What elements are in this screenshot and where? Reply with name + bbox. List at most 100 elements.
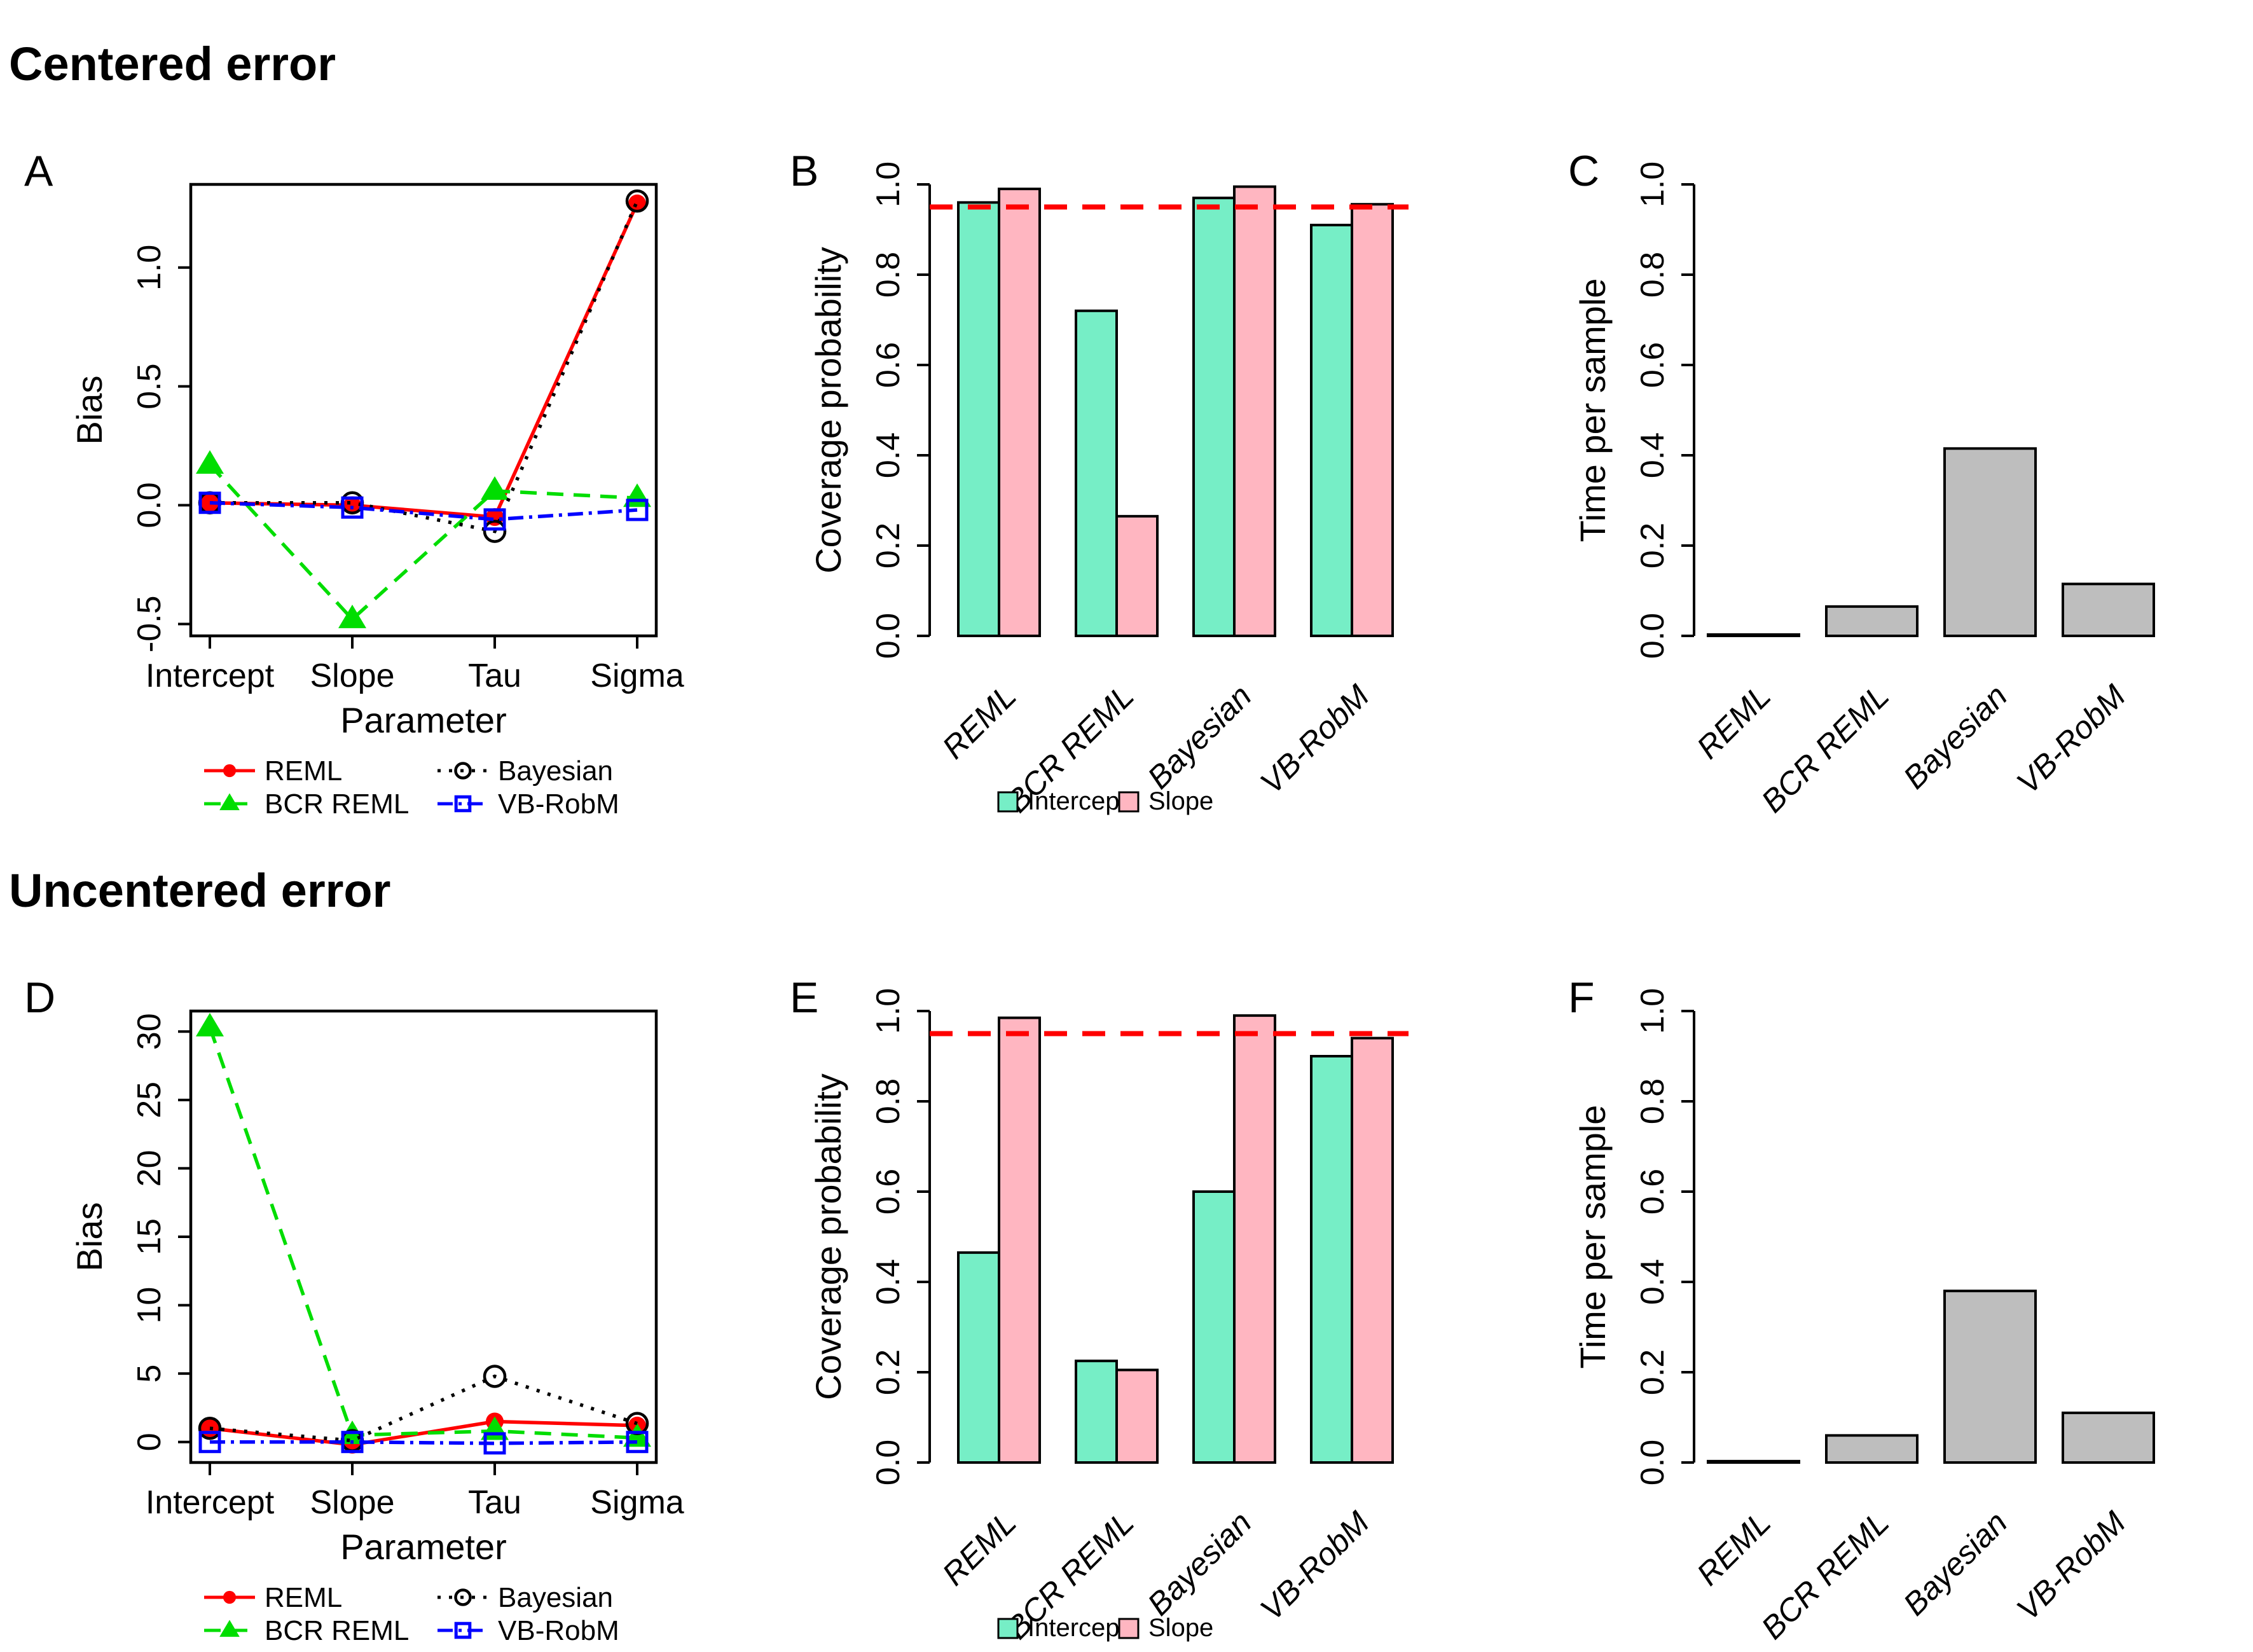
series-BCR-REML [196, 450, 651, 628]
y-tick-label: 1.0 [1634, 988, 1671, 1034]
marker-open-square [483, 508, 506, 531]
y-tick-label: 0.0 [870, 1440, 907, 1485]
marker-open-square [454, 795, 472, 813]
bar-REML-slope [998, 1016, 1041, 1464]
y-tick-label: 1.0 [870, 162, 907, 207]
y-tick-label: 0.0 [131, 482, 168, 528]
y-tick-label: 20 [131, 1150, 168, 1187]
x-category-label: Bayesian [1141, 678, 1258, 795]
y-axis-title: Bias [69, 376, 109, 445]
marker-open-circle [483, 520, 507, 543]
panel-E: E 0.0 0.2 0.4 0.6 0.8 1.0 Coverage probability R… [790, 974, 1409, 1646]
panel-letter: A [24, 147, 53, 195]
series-line [208, 464, 638, 622]
legend-label: Slope [1148, 1614, 1213, 1642]
bar-Bayesian-intercept [1192, 196, 1236, 637]
y-axis-title: Coverage probability [808, 247, 848, 574]
y-axis-title: Time per sample [1573, 1105, 1613, 1369]
panel-A: A -0.5 0.0 0.5 1.0 Bias Intercept Slope Tau Sigma… [24, 147, 684, 820]
bar-Bayesian [1943, 1290, 2037, 1464]
legend-swatch [997, 1618, 1019, 1639]
y-tick-label: 0.4 [870, 1259, 907, 1305]
y-tick-label: 0.8 [870, 1078, 907, 1124]
legend: REML Bayesian BCR REML VB-RobM [204, 755, 619, 820]
marker-open-square [341, 1431, 364, 1454]
legend: REML Bayesian BCR REML VB-RobM [204, 1582, 619, 1646]
series-line [209, 500, 638, 521]
x-category-label: VB-RobM [2009, 678, 2132, 801]
x-category-label: REML [1690, 1504, 1777, 1592]
x-tick-label: Slope [310, 1484, 395, 1521]
y-tick-label: 0.8 [870, 252, 907, 298]
legend-label: Bayesian [498, 755, 613, 787]
x-category-label: BCR REML [1754, 678, 1896, 819]
marker-filled-triangle [196, 450, 224, 474]
marker-filled-circle [223, 764, 237, 778]
y-tick-label: 25 [131, 1082, 168, 1119]
x-tick-label: Sigma [590, 657, 684, 694]
legend-label: VB-RobM [498, 788, 619, 820]
marker-open-circle [625, 189, 649, 213]
series-VB-RobM [198, 1431, 649, 1455]
bar-BCR-REML-slope [1115, 1368, 1159, 1464]
y-tick-label: 1.0 [870, 988, 907, 1034]
y-tick-label: 0.2 [870, 1349, 907, 1395]
marker-open-square [198, 1431, 221, 1454]
marker-filled-circle [628, 194, 646, 212]
bar-BCR-REML [1825, 1434, 1919, 1464]
x-category-label: Bayesian [1141, 1504, 1258, 1622]
marker-filled-circle [223, 1590, 237, 1604]
y-tick-label: 10 [131, 1287, 168, 1324]
marker-filled-triangle [481, 476, 509, 500]
y-tick-label: 1.0 [131, 245, 168, 291]
marker-open-circle [483, 1365, 507, 1388]
x-category-label: VB-RobM [2009, 1504, 2132, 1627]
x-tick-label: Intercept [146, 657, 275, 694]
legend: Intercept Slope [997, 787, 1213, 815]
legend-label: BCR REML [265, 1615, 409, 1646]
x-tick-label: Tau [468, 1484, 521, 1521]
marker-open-square [198, 492, 221, 514]
plot-box [189, 1009, 658, 1464]
x-category-label: BCR REML [1754, 1504, 1896, 1646]
series-VB-RobM [198, 492, 649, 531]
x-category-label: REML [935, 1504, 1023, 1592]
legend-label: Intercept [1028, 787, 1127, 815]
series-REML [201, 194, 646, 527]
marker-open-square [454, 1621, 472, 1639]
series-line [208, 1026, 638, 1440]
series-Bayesian [198, 1365, 649, 1452]
y-tick-label: 5 [131, 1365, 168, 1383]
bar-VB-RobM-intercept [1310, 1055, 1353, 1464]
y-tick-label: 0.4 [1634, 1259, 1671, 1305]
bar-BCR-REML [1825, 605, 1919, 637]
y-tick-label: 0.6 [870, 1169, 907, 1215]
bar-REML [1707, 633, 1800, 637]
series-line [209, 202, 639, 520]
y-axis-title: Bias [69, 1202, 109, 1272]
x-tick-label: Tau [468, 657, 521, 694]
y-tick-label: -0.5 [131, 596, 168, 653]
y-tick-label: 0.6 [870, 342, 907, 388]
panel-letter: C [1568, 147, 1599, 195]
marker-filled-triangle [219, 1620, 240, 1637]
panel-letter: E [790, 974, 818, 1022]
y-tick-label: 0.0 [1634, 613, 1671, 659]
legend-swatch [1118, 791, 1140, 813]
x-tick-label: Slope [310, 657, 395, 694]
y-tick-label: 0.5 [131, 363, 168, 409]
bar-VB-RobM-intercept [1310, 223, 1353, 637]
panel-C: C 0.0 0.2 0.4 0.6 0.8 1.0 Time per sample REMLBC… [1568, 147, 2155, 819]
y-tick-label: 30 [131, 1013, 168, 1050]
bar-VB-RobM [2062, 1411, 2155, 1464]
marker-open-circle [198, 1416, 222, 1440]
legend-label: Bayesian [498, 1582, 613, 1613]
y-axis-title: Coverage probability [808, 1073, 848, 1400]
x-category-label: REML [1690, 678, 1777, 766]
x-tick-label: Sigma [590, 1484, 684, 1521]
y-tick-label: 0.4 [870, 432, 907, 478]
series-line [209, 1374, 638, 1443]
y-axis-title: Time per sample [1573, 279, 1613, 542]
series-line [210, 1440, 638, 1445]
